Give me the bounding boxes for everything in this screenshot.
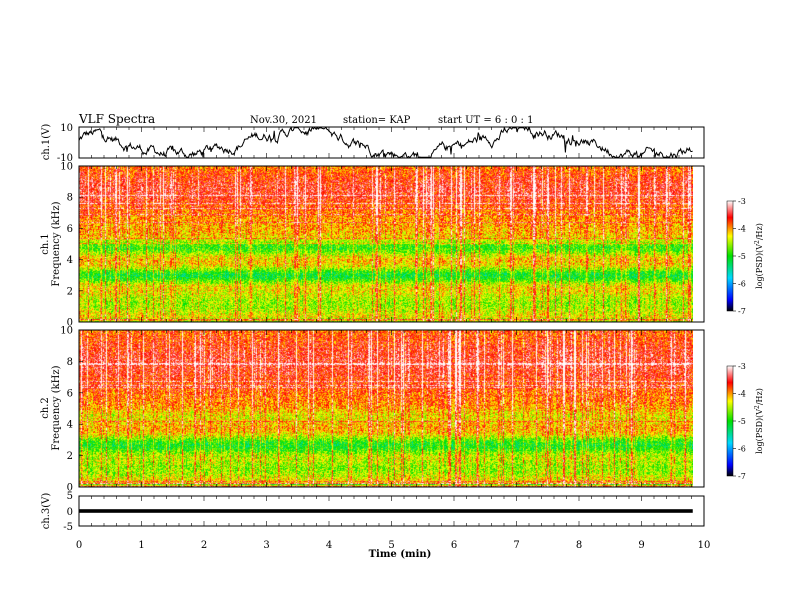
ch1-colorbar: -3 -4 -5 -6 -7 log(PSD)(V2/Hz) bbox=[726, 197, 764, 316]
ch2-spectrogram-ticks bbox=[78, 330, 705, 487]
ch1-waveform-line bbox=[78, 126, 693, 159]
ch3-ytick-top: 5 bbox=[67, 491, 73, 502]
ch1-spectrogram-ytick-3: 6 bbox=[67, 224, 73, 235]
ch2-spectrogram-panel: 0 2 4 6 8 10 ch.2 Frequency (kHz) bbox=[40, 326, 705, 494]
time-tick-label-9: 9 bbox=[638, 540, 644, 551]
ch1-spectrogram-ylabel-channel: ch.1 bbox=[40, 233, 51, 255]
ch2-spectrogram-cb-ticklabel-4: -7 bbox=[738, 472, 746, 481]
ch1-spectrogram-ytick-2: 4 bbox=[67, 255, 73, 266]
header-station: station= KAP bbox=[343, 115, 411, 126]
ch2-spectrogram-ytick-2: 4 bbox=[67, 420, 73, 431]
ch1-spectrogram-cb-ticklabel-0: -3 bbox=[738, 197, 746, 206]
ch3-waveform-ticks bbox=[78, 496, 705, 526]
ch1-spectrogram-ylabel-frequency: Frequency (kHz) bbox=[51, 201, 62, 286]
time-axis-label: Time (min) bbox=[369, 549, 432, 560]
ch1-ytick-bottom: -10 bbox=[57, 153, 73, 164]
time-tick-label-5: 5 bbox=[388, 540, 394, 551]
ch1-spectrogram-ytick-1: 2 bbox=[67, 286, 73, 297]
ch1-spectrogram-ticks bbox=[78, 166, 705, 322]
time-tick-label-8: 8 bbox=[576, 540, 582, 551]
ch2-colorbar-label: log(PSD)(V2/Hz) bbox=[754, 388, 764, 454]
time-tick-label-10: 10 bbox=[698, 540, 711, 551]
ch1-spectrogram-heatmap bbox=[79, 166, 693, 322]
ch2-spectrogram-ylabel-frequency: Frequency (kHz) bbox=[51, 365, 62, 450]
ch2-spectrogram-cb-ticklabel-1: -4 bbox=[738, 390, 746, 399]
time-axis-ticklabels: 0 1 2 3 4 5 6 7 8 9 10 bbox=[76, 540, 711, 551]
ch1-spectrogram-ytick-4: 8 bbox=[67, 193, 73, 204]
time-tick-label-7: 7 bbox=[513, 540, 519, 551]
ch1-waveform-panel: 10 -10 ch.1(V) bbox=[41, 123, 705, 164]
ch3-waveform-band bbox=[79, 509, 693, 513]
ch2-colorbar-gradient bbox=[726, 365, 734, 477]
ch1-spectrogram-image bbox=[79, 166, 693, 322]
ch1-spectrogram-cb-ticklabel-4: -7 bbox=[738, 307, 746, 316]
ch3-waveform-panel: 5 0 -5 ch.3(V) bbox=[41, 491, 705, 533]
header-start-ut: start UT = 6 : 0 : 1 bbox=[438, 115, 533, 126]
ch2-colorbar-ticks: -3 -4 -5 -6 -7 bbox=[733, 362, 746, 481]
ch1-spectrogram-cb-ticklabel-3: -6 bbox=[738, 280, 746, 289]
ch2-spectrogram-ytick-5: 10 bbox=[60, 326, 73, 337]
time-tick-label-4: 4 bbox=[326, 540, 332, 551]
ch1-spectrogram-panel: 0 2 4 6 8 10 ch.1 Frequency (kHz) bbox=[40, 162, 705, 329]
ch1-spectrogram-ytick-5: 10 bbox=[60, 162, 73, 173]
ch1-spectrogram-cb-ticklabel-1: -4 bbox=[738, 225, 746, 234]
ch1-spectrogram-ytick-0: 0 bbox=[67, 318, 73, 329]
ch2-spectrogram-ytick-1: 2 bbox=[67, 451, 73, 462]
ch3-waveform-ylabel: ch.3(V) bbox=[41, 493, 52, 530]
ch2-spectrogram-cb-ticklabel-2: -5 bbox=[738, 417, 746, 426]
time-tick-label-3: 3 bbox=[263, 540, 269, 551]
time-tick-label-6: 6 bbox=[451, 540, 457, 551]
ch3-ytick-bottom: -5 bbox=[63, 522, 73, 533]
ch2-spectrogram-cb-ticklabel-3: -6 bbox=[738, 445, 746, 454]
ch1-ytick-top: 10 bbox=[60, 123, 73, 134]
ch1-waveform-ticks bbox=[78, 127, 705, 158]
ch2-spectrogram-ytick-0: 0 bbox=[67, 483, 73, 494]
header-date: Nov.30, 2021 bbox=[250, 115, 317, 126]
ch1-colorbar-gradient bbox=[726, 200, 734, 312]
ch2-spectrogram-heatmap bbox=[79, 330, 693, 487]
ch3-ytick-mid: 0 bbox=[67, 507, 73, 518]
ch2-spectrogram-image bbox=[79, 330, 693, 487]
ch2-spectrogram-ylabel-channel: ch.2 bbox=[40, 397, 51, 419]
ch2-spectrogram-cb-ticklabel-0: -3 bbox=[738, 362, 746, 371]
ch1-colorbar-label: log(PSD)(V2/Hz) bbox=[754, 223, 764, 289]
ch1-spectrogram-yticklabels: 0 2 4 6 8 10 bbox=[60, 162, 83, 329]
time-tick-label-2: 2 bbox=[201, 540, 207, 551]
ch2-spectrogram-ytick-3: 6 bbox=[67, 388, 73, 399]
ch2-colorbar: -3 -4 -5 -6 -7 log(PSD)(V2/Hz) bbox=[726, 362, 764, 481]
ch1-colorbar-ticks: -3 -4 -5 -6 -7 bbox=[733, 197, 746, 316]
figure-title: VLF Spectra bbox=[78, 112, 155, 126]
time-tick-label-0: 0 bbox=[76, 540, 82, 551]
ch2-spectrogram-ytick-4: 8 bbox=[67, 357, 73, 368]
ch2-spectrogram-yticklabels: 0 2 4 6 8 10 bbox=[60, 326, 83, 494]
time-tick-label-1: 1 bbox=[138, 540, 144, 551]
ch1-waveform-ylabel: ch.1(V) bbox=[41, 124, 52, 161]
ch1-spectrogram-cb-ticklabel-2: -5 bbox=[738, 252, 746, 261]
